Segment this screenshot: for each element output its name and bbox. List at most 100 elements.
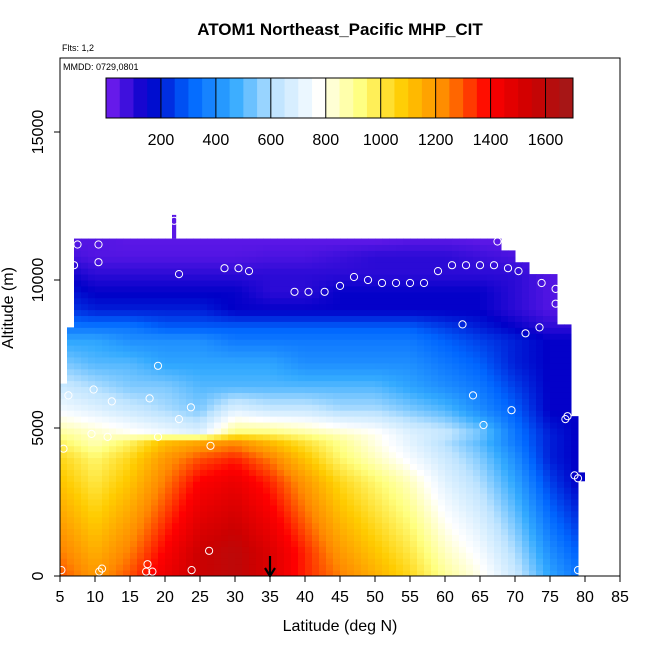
heatmap-cell <box>452 386 460 393</box>
heatmap-cell <box>60 510 68 518</box>
heatmap-cell <box>508 327 516 334</box>
heatmap-cell <box>431 374 439 382</box>
heatmap-cell <box>473 546 481 553</box>
heatmap-cell <box>67 333 75 340</box>
heatmap-cell <box>445 309 453 317</box>
heatmap-cell <box>172 546 180 553</box>
heatmap-cell <box>354 499 362 506</box>
heatmap-cell <box>158 268 166 275</box>
heatmap-cell <box>333 457 341 465</box>
heatmap-cell <box>158 558 166 565</box>
heatmap-cell <box>522 309 530 317</box>
heatmap-cell <box>375 244 383 251</box>
heatmap-cell <box>221 558 229 565</box>
heatmap-cell <box>298 481 306 488</box>
heatmap-cell <box>298 280 306 287</box>
heatmap-cell <box>263 386 271 393</box>
heatmap-cell <box>340 416 348 423</box>
heatmap-cell <box>494 469 502 476</box>
colorbar-segment <box>284 78 299 118</box>
heatmap-cell <box>130 380 138 388</box>
heatmap-cell <box>165 297 173 305</box>
heatmap-cell <box>494 522 502 530</box>
heatmap-cell <box>522 546 530 553</box>
heatmap-cell <box>81 309 89 317</box>
heatmap-cell <box>319 546 327 553</box>
heatmap-cell <box>543 380 551 388</box>
heatmap-cell <box>291 404 299 411</box>
heatmap-cell <box>368 428 376 435</box>
heatmap-cell <box>249 303 257 311</box>
heatmap-cell <box>459 309 467 317</box>
heatmap-cell <box>130 345 138 352</box>
heatmap-cell <box>494 558 502 565</box>
heatmap-cell <box>403 540 411 547</box>
heatmap-cell <box>60 487 68 494</box>
heatmap-cell <box>81 362 89 370</box>
heatmap-cell <box>263 291 271 299</box>
heatmap-cell <box>536 404 544 411</box>
heatmap-cell <box>354 356 362 364</box>
heatmap-cell <box>340 351 348 358</box>
heatmap-cell <box>410 339 418 346</box>
heatmap-cell <box>480 422 488 429</box>
heatmap-cell <box>522 570 530 577</box>
heatmap-cell <box>235 333 243 340</box>
heatmap-cell <box>487 274 495 281</box>
heatmap-cell <box>158 410 166 417</box>
heatmap-cell <box>473 362 481 370</box>
heatmap-cell <box>424 469 432 476</box>
heatmap-cell <box>256 315 264 322</box>
heatmap-cell <box>137 285 145 293</box>
heatmap-cell <box>291 451 299 459</box>
heatmap-cell <box>214 475 222 482</box>
heatmap-cell <box>459 315 467 322</box>
heatmap-cell <box>354 321 362 328</box>
heatmap-cell <box>396 445 404 453</box>
heatmap-cell <box>102 428 110 435</box>
heatmap-cell <box>417 374 425 382</box>
heatmap-field <box>60 214 585 577</box>
heatmap-cell <box>277 250 285 257</box>
heatmap-cell <box>158 564 166 571</box>
heatmap-cell <box>571 516 579 524</box>
heatmap-cell <box>424 351 432 358</box>
heatmap-cell <box>487 457 495 465</box>
heatmap-cell <box>200 285 208 293</box>
heatmap-cell <box>445 546 453 553</box>
flight-point <box>97 564 107 573</box>
heatmap-cell <box>473 481 481 488</box>
heatmap-cell <box>298 345 306 352</box>
heatmap-cell <box>235 339 243 346</box>
flight-point <box>447 261 457 270</box>
heatmap-cell <box>305 262 313 269</box>
heatmap-cell <box>116 534 124 541</box>
heatmap-cell <box>550 274 558 281</box>
heatmap-cell <box>438 280 446 287</box>
heatmap-cell <box>221 570 229 577</box>
heatmap-cell <box>410 469 418 476</box>
heatmap-cell <box>438 493 446 500</box>
heatmap-cell <box>305 398 313 405</box>
heatmap-cell <box>508 392 516 399</box>
heatmap-cell <box>529 428 537 435</box>
heatmap-cell <box>88 469 96 476</box>
heatmap-cell <box>487 368 495 376</box>
heatmap-cell <box>81 463 89 470</box>
heatmap-cell <box>123 380 131 388</box>
colorbar-segment <box>366 78 382 118</box>
heatmap-cell <box>200 570 208 577</box>
heatmap-cell <box>382 356 390 364</box>
heatmap-cell <box>74 303 82 311</box>
heatmap-cell <box>123 504 131 512</box>
heatmap-cell <box>389 380 397 388</box>
heatmap-cell <box>368 333 376 340</box>
heatmap-cell <box>515 416 523 423</box>
heatmap-cell <box>95 256 103 263</box>
heatmap-cell <box>424 321 432 328</box>
heatmap-cell <box>186 404 194 411</box>
heatmap-cell <box>438 238 446 245</box>
heatmap-cell <box>123 297 131 305</box>
heatmap-cell <box>389 564 397 571</box>
heatmap-cell <box>221 516 229 524</box>
